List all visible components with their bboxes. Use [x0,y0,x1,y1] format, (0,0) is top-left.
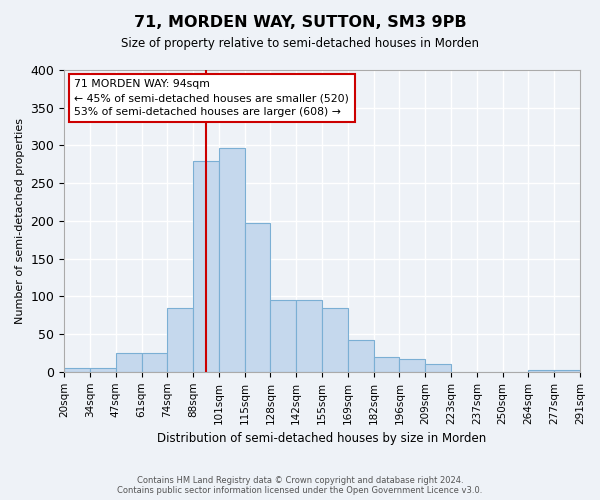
Y-axis label: Number of semi-detached properties: Number of semi-detached properties [15,118,25,324]
X-axis label: Distribution of semi-detached houses by size in Morden: Distribution of semi-detached houses by … [157,432,487,445]
Bar [425,364,451,372]
Bar [90,368,116,372]
Bar [116,353,142,372]
Bar [374,356,400,372]
Bar [296,300,322,372]
Text: Size of property relative to semi-detached houses in Morden: Size of property relative to semi-detach… [121,38,479,51]
Bar [193,160,219,372]
Bar [322,308,348,372]
Bar [271,300,296,372]
Bar [554,370,580,372]
Bar [529,370,554,372]
Text: 71 MORDEN WAY: 94sqm
← 45% of semi-detached houses are smaller (520)
53% of semi: 71 MORDEN WAY: 94sqm ← 45% of semi-detac… [74,79,349,117]
Bar [219,148,245,372]
Bar [64,368,90,372]
Bar [142,353,167,372]
Bar [348,340,374,372]
Text: Contains HM Land Registry data © Crown copyright and database right 2024.: Contains HM Land Registry data © Crown c… [137,476,463,485]
Text: 71, MORDEN WAY, SUTTON, SM3 9PB: 71, MORDEN WAY, SUTTON, SM3 9PB [134,15,466,30]
Text: Contains public sector information licensed under the Open Government Licence v3: Contains public sector information licen… [118,486,482,495]
Bar [167,308,193,372]
Bar [245,223,271,372]
Bar [400,359,425,372]
